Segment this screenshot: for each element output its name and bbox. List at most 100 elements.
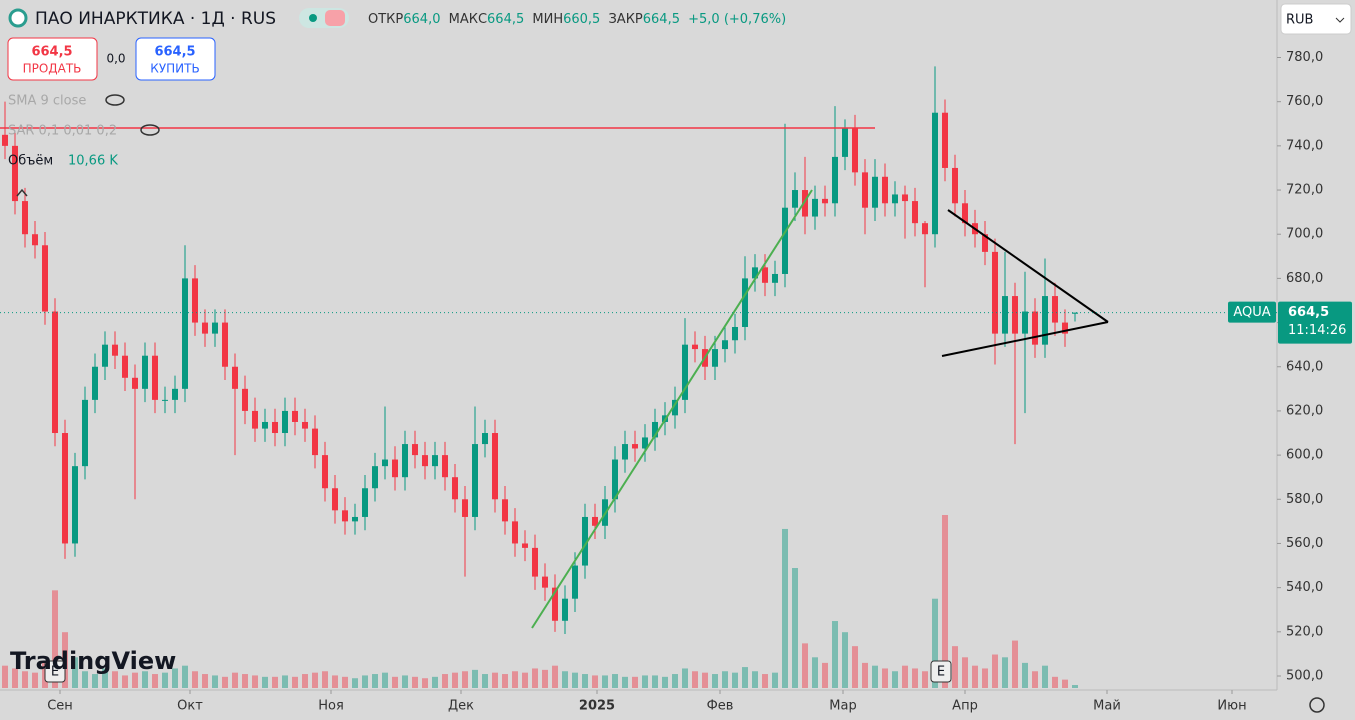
candle-body [432,455,438,467]
x-tick-label: Окт [177,699,203,714]
x-tick-label: Фев [707,699,734,714]
currency-dropdown[interactable] [1280,3,1352,35]
candle-body [262,421,268,429]
candle-body [872,176,878,208]
volume-bar [202,674,208,688]
brand-logo[interactable]: TradingView [10,647,176,675]
volume-bar [1052,676,1058,688]
buy-price[interactable]: 664,5 [154,45,195,60]
ohlc-line: ОТКР664,0 МАКС664,5 МИН660,5 ЗАКР664,5 +… [368,12,786,27]
volume-bar [892,671,898,688]
candle-body [722,340,728,350]
candle-body [182,278,188,389]
y-tick-label: 540,0 [1286,580,1323,595]
y-tick-label: 560,0 [1286,536,1323,551]
volume-bar [522,672,528,688]
volume-bar [162,672,168,688]
volume-bar [232,672,238,688]
indicator-sar[interactable]: SAR 0,1 0,01 0,2 [8,124,117,139]
volume-bar [582,674,588,688]
candle-body [992,251,998,334]
volume-bar [182,665,188,688]
earnings-marker[interactable] [930,660,952,683]
candle-body [282,410,288,434]
dropdown-arrow[interactable] [1335,17,1345,23]
sell-price[interactable]: 664,5 [31,45,72,60]
candle-body [822,198,828,204]
indicator-volume[interactable]: Объём [8,154,53,169]
volume-bar [1072,685,1078,688]
candle-body [202,322,208,334]
candle-body [752,267,758,279]
collapse-icon[interactable] [16,188,28,197]
volume-bar [292,676,298,688]
hidden-icon[interactable] [140,124,160,136]
candle-body [72,466,78,544]
countdown: 11:14:26 [1288,323,1346,338]
indicator-sma[interactable]: SMA 9 close [8,94,86,109]
candle-body [942,112,948,168]
ohlc-label: МАКС [449,12,487,27]
candle-body [412,444,418,456]
candle-body [1012,296,1018,334]
x-tick-label: Май [1093,699,1121,714]
candle-body [502,499,508,522]
volume-bar [282,675,288,688]
candle-body [392,459,398,478]
volume-bar [912,668,918,688]
volume-bar [82,671,88,688]
currency[interactable]: RUB [1286,13,1313,28]
candle-body [442,455,448,478]
volume-bar [1002,657,1008,688]
candle-body [1072,312,1078,314]
volume-bar [462,671,468,688]
volume-bar [392,676,398,688]
volume-bar [442,674,448,688]
volume-bar [62,632,68,688]
candle-body [612,459,618,500]
earnings-label[interactable]: E [51,665,59,680]
sell-label[interactable]: ПРОДАТЬ [23,62,82,76]
volume-bar [852,646,858,688]
volume-bar [212,675,218,688]
candle-body [782,207,788,274]
volume-bar [932,598,938,688]
candle-body [402,444,408,478]
volume-bar [972,665,978,688]
candle-body [252,410,258,429]
candle-body [212,322,218,334]
candle-body [1032,311,1038,345]
candle-body [652,421,658,438]
volume-bar [882,668,888,688]
candle-body [632,444,638,449]
hidden-icon[interactable] [105,94,125,106]
x-tick-label: Июн [1217,699,1246,714]
candle-body [102,344,108,367]
earnings-label[interactable]: E [937,665,945,680]
y-tick-label: 640,0 [1286,359,1323,374]
volume-bar [862,662,868,688]
candle-body [962,203,968,224]
candle-body [672,399,678,416]
candle-body [562,598,568,621]
volume-bar [422,678,428,688]
candle-body [1052,296,1058,323]
volume-bar [152,674,158,688]
volume-bar [942,515,948,688]
volume-bar [482,674,488,688]
candle-body [332,488,338,511]
y-tick-label: 760,0 [1286,94,1323,109]
buy-label[interactable]: КУПИТЬ [150,62,199,76]
volume-bar [952,646,958,688]
candle-body [592,516,598,526]
volume-bar [192,671,198,688]
earnings-marker[interactable] [44,660,66,683]
buy-button[interactable] [135,37,216,81]
candle-body [162,399,168,401]
sell-button[interactable] [7,37,98,81]
settings-icon[interactable] [1309,697,1325,713]
volume-bar [1042,665,1048,688]
volume-bar [1022,662,1028,688]
candle-body [1002,296,1008,334]
